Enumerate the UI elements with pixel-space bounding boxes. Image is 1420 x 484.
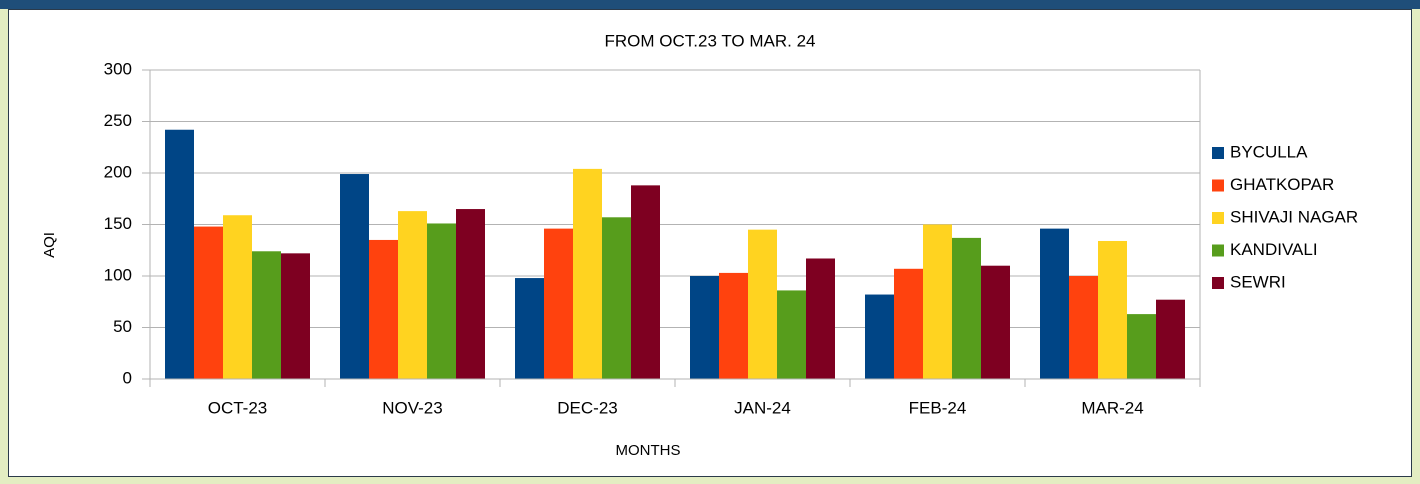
bar: [223, 215, 252, 379]
y-tick-label: 150: [104, 214, 132, 233]
bar: [252, 251, 281, 379]
y-tick-label: 250: [104, 111, 132, 130]
legend-swatch: [1212, 244, 1224, 257]
bar: [1069, 276, 1098, 379]
bar: [923, 224, 952, 379]
chart-title: FROM OCT.23 TO MAR. 24: [605, 31, 816, 50]
bar: [165, 129, 194, 379]
y-tick-label: 50: [113, 317, 132, 336]
bar: [340, 174, 369, 379]
bar: [573, 168, 602, 379]
legend-swatch: [1212, 212, 1224, 224]
bar: [398, 211, 427, 379]
bar: [952, 237, 981, 379]
x-tick-label: DEC-23: [557, 398, 617, 417]
y-tick-label: 0: [123, 368, 132, 387]
y-tick-label: 100: [104, 265, 132, 284]
x-tick-label: FEB-24: [909, 398, 967, 417]
bar: [544, 228, 573, 379]
bar: [865, 294, 894, 379]
bar: [690, 276, 719, 379]
bar: [1156, 299, 1185, 379]
legend-label: SEWRI: [1230, 272, 1286, 291]
x-tick-label: NOV-23: [382, 398, 442, 417]
x-tick-label: JAN-24: [734, 398, 791, 417]
y-axis-label: AQI: [41, 232, 58, 258]
bar: [427, 223, 456, 379]
legend-label: SHIVAJI NAGAR: [1230, 207, 1358, 226]
y-tick-label: 200: [104, 162, 132, 181]
bar: [894, 268, 923, 379]
legend-label: BYCULLA: [1230, 142, 1308, 161]
bar: [1127, 314, 1156, 379]
bar: [806, 258, 835, 379]
bar: [1040, 228, 1069, 379]
bar: [748, 229, 777, 379]
x-axis-label: MONTHS: [616, 442, 681, 459]
y-tick-label: 300: [104, 59, 132, 78]
bar: [456, 209, 485, 379]
bar: [281, 253, 310, 379]
legend-swatch: [1212, 147, 1224, 159]
x-tick-label: OCT-23: [208, 398, 268, 417]
bar: [194, 226, 223, 379]
bar: [369, 239, 398, 379]
x-tick-label: MAR-24: [1081, 398, 1143, 417]
bar: [631, 185, 660, 379]
legend-swatch: [1212, 179, 1224, 192]
legend-label: KANDIVALI: [1230, 240, 1318, 259]
legend-label: GHATKOPAR: [1230, 175, 1334, 194]
top-bar: [0, 0, 1420, 9]
bar: [515, 278, 544, 379]
legend-swatch: [1212, 277, 1224, 289]
bar: [719, 272, 748, 379]
bar: [1098, 240, 1127, 379]
bar: [981, 265, 1010, 379]
bar: [602, 217, 631, 379]
bar: [777, 290, 806, 379]
